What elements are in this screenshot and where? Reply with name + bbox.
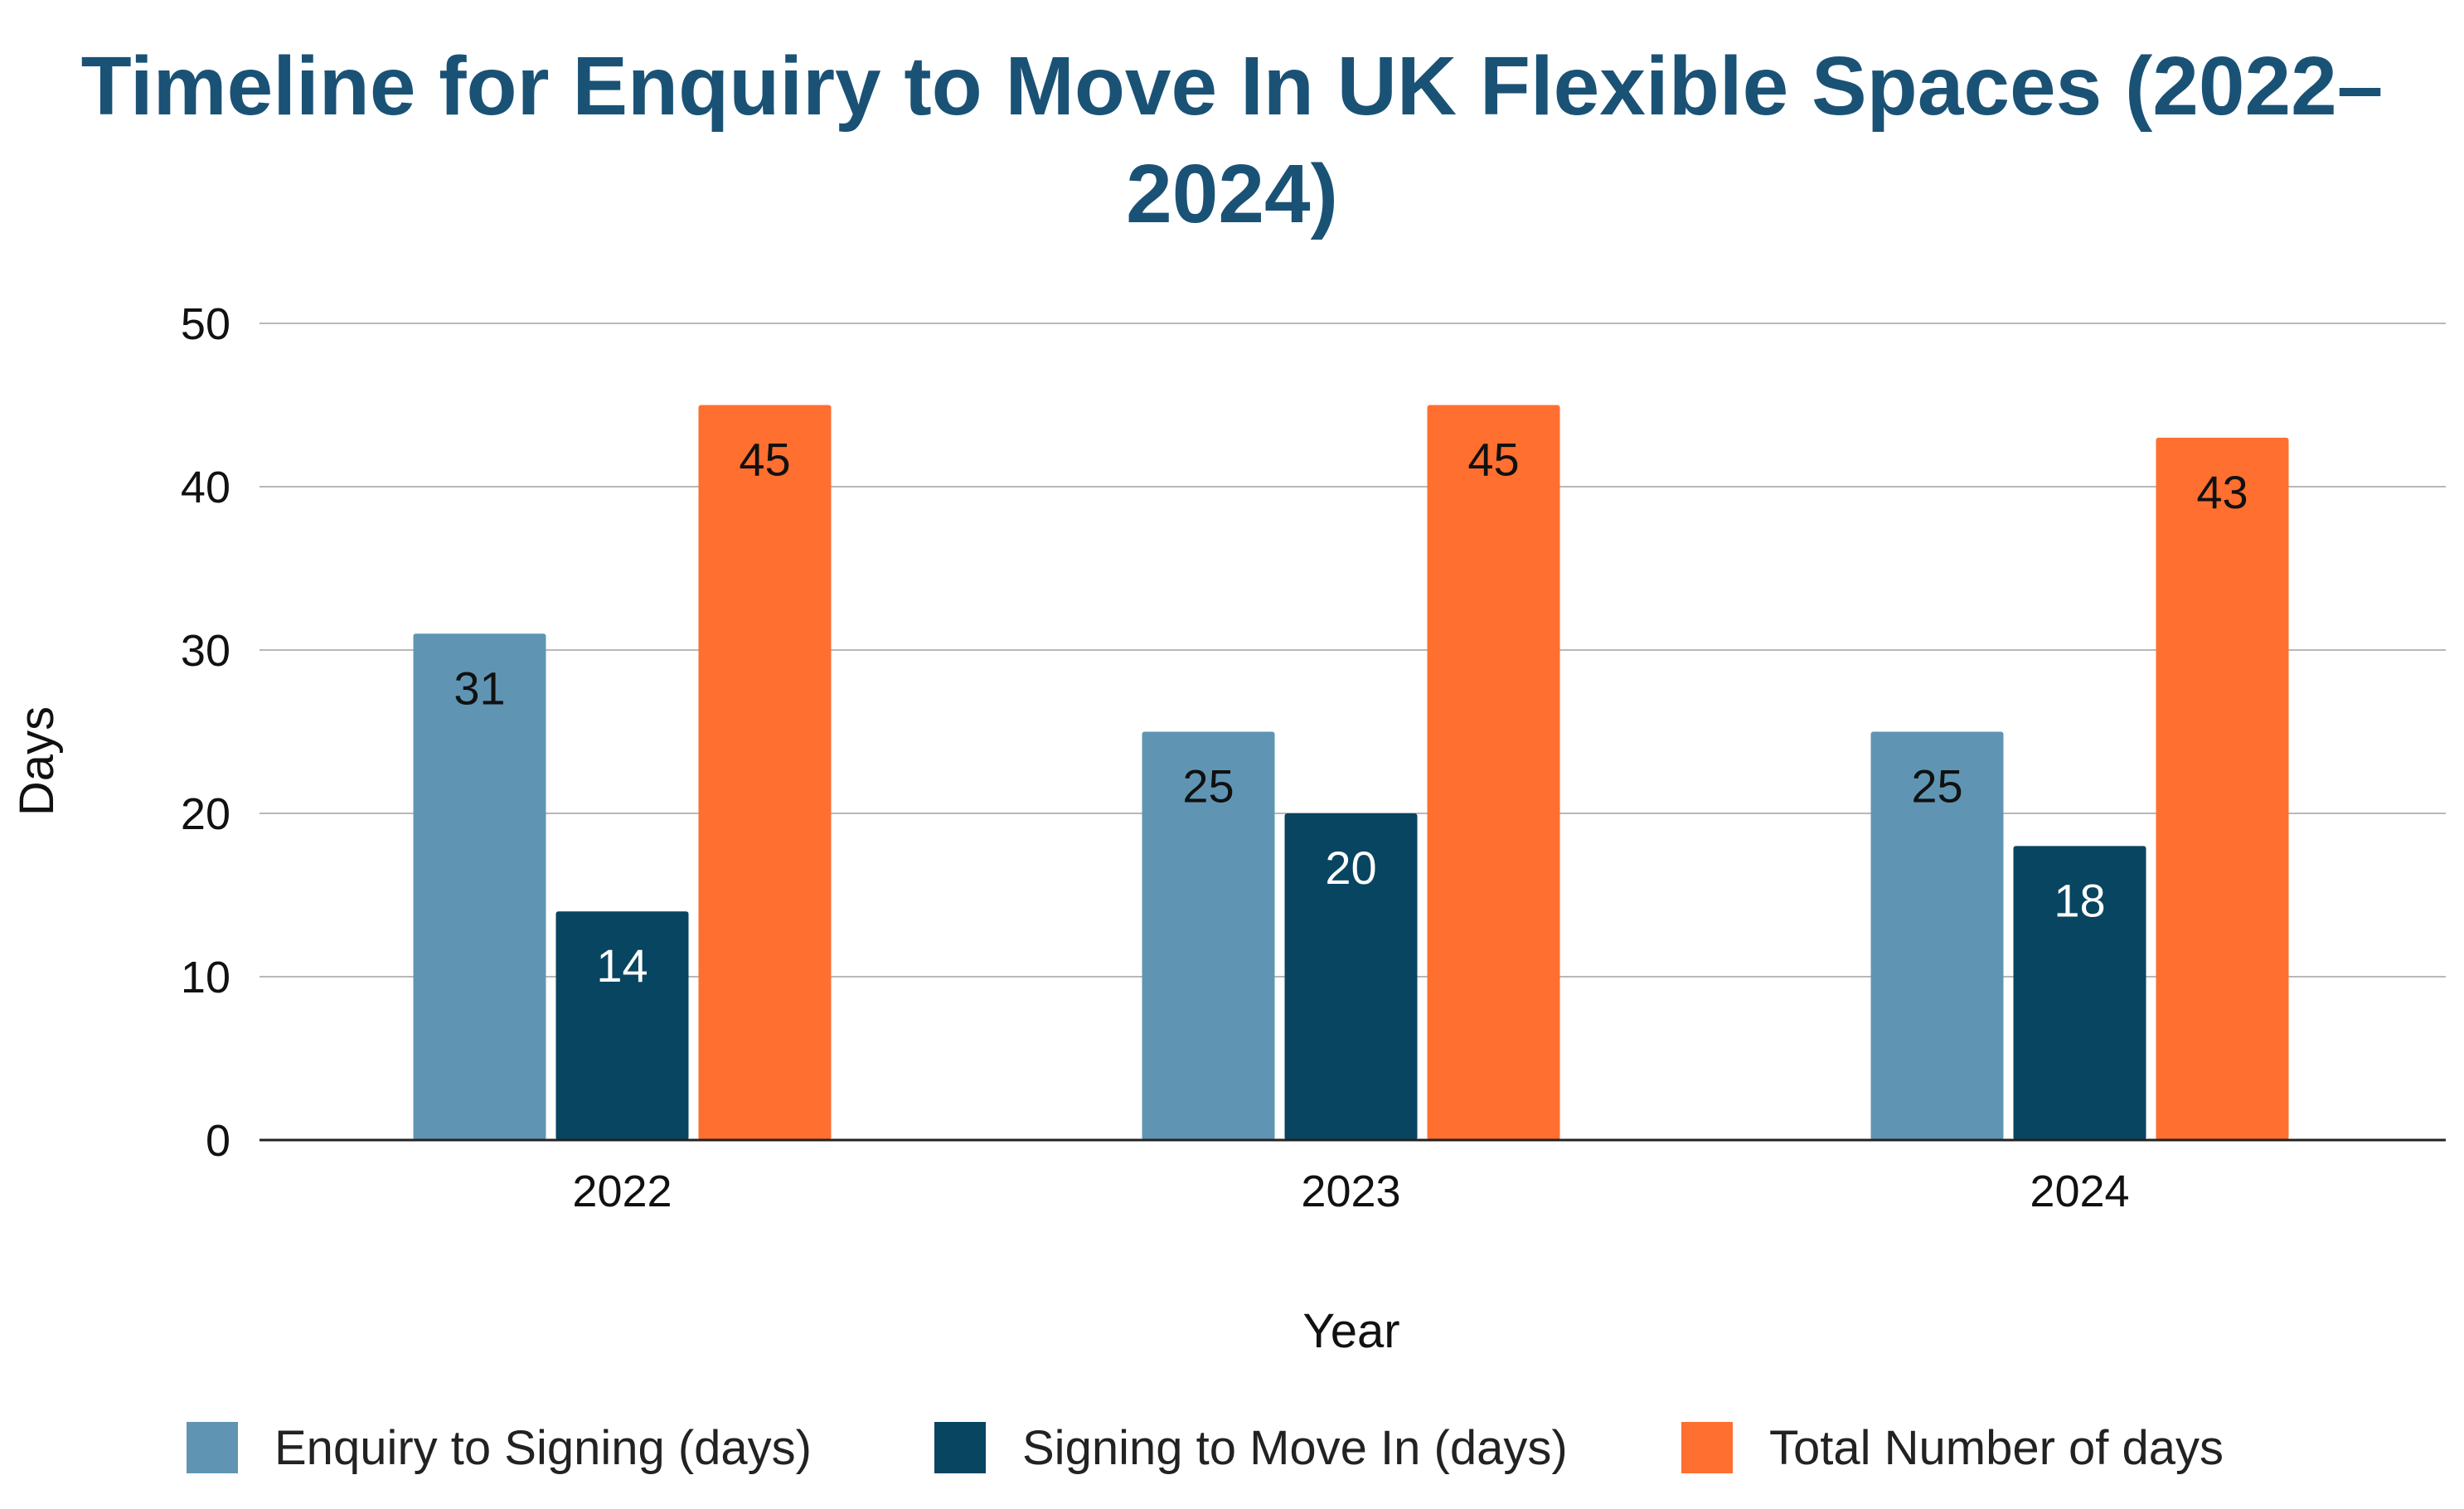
bar-2024-series-3: [2156, 437, 2289, 1140]
y-axis-title: Days: [10, 706, 64, 816]
data-label: 31: [454, 662, 505, 714]
legend-swatch: [1681, 1422, 1733, 1473]
data-label: 43: [2196, 466, 2248, 518]
y-tick-label: 10: [181, 953, 230, 1002]
data-label: 25: [1911, 760, 1962, 813]
y-tick-label: 20: [181, 789, 230, 839]
y-tick-label: 0: [206, 1116, 230, 1166]
bar-2023-series-1: [1142, 731, 1275, 1140]
legend-label: Enquiry to Signing (days): [274, 1421, 812, 1475]
bar-2024-series-2: [2013, 846, 2146, 1140]
chart-title-line-1: Timeline for Enquiry to Move In UK Flexi…: [81, 40, 2384, 133]
x-tick-label: 2024: [2030, 1167, 2129, 1216]
bar-2022-series-3: [698, 405, 832, 1140]
x-axis-title: Year: [1302, 1304, 1399, 1358]
data-label: 18: [2054, 874, 2105, 926]
y-axis-ticks: 0 10 20 30 40 50: [181, 299, 230, 1166]
y-tick-label: 40: [181, 463, 230, 512]
bar-2023-series-3: [1427, 405, 1560, 1140]
bar-2022-series-2: [555, 911, 689, 1140]
chart-title: Timeline for Enquiry to Move In UK Flexi…: [81, 40, 2384, 240]
x-axis-ticks: 2022 2023 2024: [572, 1167, 2129, 1216]
x-tick-label: 2022: [572, 1167, 672, 1216]
data-label: 45: [1467, 434, 1519, 486]
data-label: 14: [596, 939, 648, 992]
data-label: 20: [1325, 842, 1376, 894]
bar-2024-series-1: [1870, 731, 2004, 1140]
y-tick-label: 50: [181, 299, 230, 349]
x-tick-label: 2023: [1301, 1167, 1400, 1216]
data-label: 25: [1182, 760, 1234, 813]
legend: Enquiry to Signing (days) Signing to Move…: [187, 1421, 2224, 1475]
legend-swatch: [187, 1422, 238, 1473]
legend-label: Total Number of days: [1769, 1421, 2224, 1475]
data-label: 45: [739, 434, 790, 486]
bars: 31 14 45 25 20 45 25 18 43: [413, 405, 2289, 1140]
chart-title-line-2: 2024): [1126, 148, 1338, 240]
legend-label: Signing to Move In (days): [1022, 1421, 1568, 1475]
bar-2022-series-1: [413, 633, 546, 1140]
y-tick-label: 30: [181, 626, 230, 676]
legend-swatch: [934, 1422, 986, 1473]
bar-2023-series-2: [1284, 813, 1418, 1140]
